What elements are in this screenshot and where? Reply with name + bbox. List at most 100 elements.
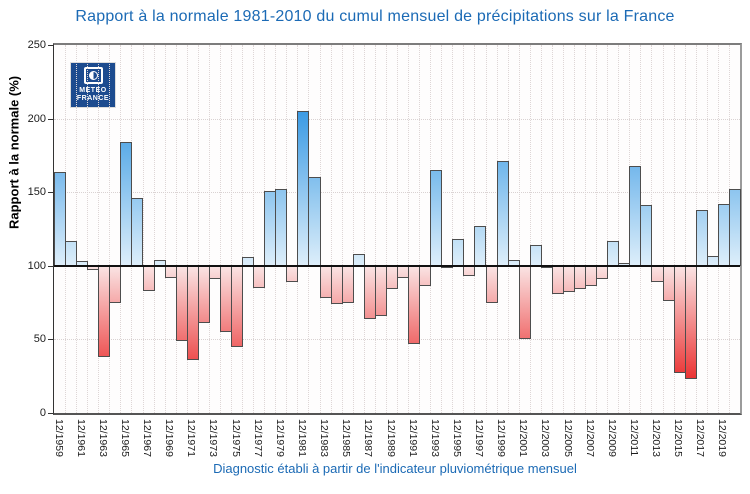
- gridline-horizontal: [54, 339, 740, 341]
- x-tick-label: 12/1989: [384, 419, 397, 457]
- gridline-vertical: [673, 45, 675, 413]
- gridline-vertical: [540, 45, 542, 413]
- x-tick-label: 12/1979: [273, 419, 286, 457]
- meteo-france-icon: [83, 67, 103, 84]
- bar: [529, 245, 542, 266]
- x-tick-label: 12/1963: [96, 419, 109, 457]
- x-tick-label: 12/1975: [229, 419, 242, 457]
- gridline-vertical: [197, 45, 199, 413]
- gridline-vertical: [352, 45, 354, 413]
- gridline-vertical: [330, 45, 332, 413]
- x-tick-label: 12/1985: [340, 419, 353, 457]
- bar: [109, 265, 122, 303]
- gridline-vertical: [452, 45, 454, 413]
- x-tick-label: 12/2013: [650, 419, 662, 457]
- gridline-vertical: [684, 45, 686, 413]
- y-tick-mark: [48, 192, 53, 194]
- x-tick-label: 12/1993: [428, 419, 441, 457]
- y-tick-label: 100: [27, 259, 46, 272]
- x-tick-label: 12/2005: [561, 419, 574, 457]
- gridline-vertical: [219, 45, 221, 413]
- bar: [286, 265, 299, 282]
- bar: [308, 177, 321, 266]
- gridline-horizontal: [54, 118, 740, 120]
- x-tick-label: 12/1973: [207, 419, 220, 457]
- bar: [341, 265, 354, 303]
- gridline-vertical: [662, 45, 664, 413]
- bar: [496, 161, 509, 266]
- bar: [684, 265, 697, 380]
- gridline-vertical: [208, 45, 210, 413]
- gridline-vertical: [385, 45, 387, 413]
- meteo-france-logo: METEO FRANCE: [70, 62, 116, 108]
- y-tick-mark: [48, 265, 53, 267]
- x-tick-label: 12/2011: [627, 419, 640, 457]
- x-tick-label: 12/1981: [296, 419, 308, 457]
- bar: [253, 265, 266, 288]
- bar: [419, 265, 432, 287]
- x-tick-label: 12/1995: [450, 419, 463, 457]
- chart-title: Rapport à la normale 1981-2010 du cumul …: [75, 8, 675, 25]
- y-tick-mark: [48, 339, 53, 341]
- gridline-vertical: [419, 45, 421, 413]
- gridline-vertical: [596, 45, 598, 413]
- x-tick-label: 12/1965: [118, 419, 131, 457]
- y-tick-mark: [48, 118, 53, 120]
- gridline-vertical: [529, 45, 531, 413]
- gridline-vertical: [618, 45, 620, 413]
- chart-caption: Diagnostic établi à partir de l'indicate…: [213, 461, 577, 476]
- gridline-vertical: [87, 45, 89, 413]
- bar: [275, 189, 288, 266]
- x-tick-label: 12/2015: [672, 419, 685, 457]
- gridline-vertical: [585, 45, 587, 413]
- gridline-vertical: [574, 45, 576, 413]
- x-tick-label: 12/1983: [318, 419, 331, 457]
- gridline-vertical: [397, 45, 398, 413]
- x-tick-label: 12/1997: [473, 419, 485, 457]
- bar: [231, 265, 244, 347]
- gridline-vertical: [98, 45, 100, 413]
- bar: [463, 265, 476, 277]
- logo-text-line2: FRANCE: [76, 95, 110, 102]
- gridline-vertical: [374, 45, 376, 413]
- bar: [518, 265, 531, 340]
- gridline-vertical: [518, 45, 520, 413]
- x-tick-label: 12/2017: [694, 419, 707, 457]
- y-tick-label: 250: [27, 39, 46, 51]
- gridline-vertical: [408, 45, 410, 413]
- reference-line-100: [54, 264, 740, 267]
- bar: [596, 265, 609, 280]
- gridline-vertical: [231, 45, 233, 413]
- x-tick-label: 12/1971: [185, 419, 198, 457]
- x-tick-label: 12/1967: [141, 419, 153, 457]
- x-tick-label: 12/2019: [716, 419, 729, 457]
- gridline-vertical: [363, 45, 365, 413]
- bar: [474, 226, 487, 266]
- gridline-vertical: [551, 45, 553, 413]
- gridline-vertical: [607, 45, 609, 413]
- gridline-vertical: [109, 45, 111, 413]
- y-tick-label: 0: [39, 407, 46, 419]
- x-tick-label: 12/1959: [52, 419, 65, 457]
- y-tick-label: 150: [27, 186, 46, 199]
- y-tick-mark: [48, 45, 53, 46]
- x-tick-label: 12/2007: [583, 419, 596, 457]
- x-tick-label: 12/1977: [251, 419, 264, 457]
- gridline-vertical: [76, 45, 78, 413]
- gridline-vertical: [562, 45, 564, 413]
- bar: [485, 265, 498, 303]
- half-moon-icon: [88, 71, 98, 80]
- x-tick-label: 12/2009: [605, 419, 618, 457]
- plot-area: [53, 43, 742, 415]
- gridline-vertical: [463, 45, 465, 413]
- x-tick-label: 12/1987: [362, 419, 375, 457]
- y-tick-mark: [48, 413, 53, 414]
- y-tick-label: 50: [33, 333, 46, 346]
- gridline-vertical: [153, 45, 155, 413]
- x-tick-label: 12/2003: [539, 419, 552, 457]
- bar: [640, 205, 653, 266]
- x-tick-label: 12/1969: [163, 419, 176, 457]
- gridline-vertical: [253, 45, 255, 413]
- gridline-vertical: [242, 45, 244, 413]
